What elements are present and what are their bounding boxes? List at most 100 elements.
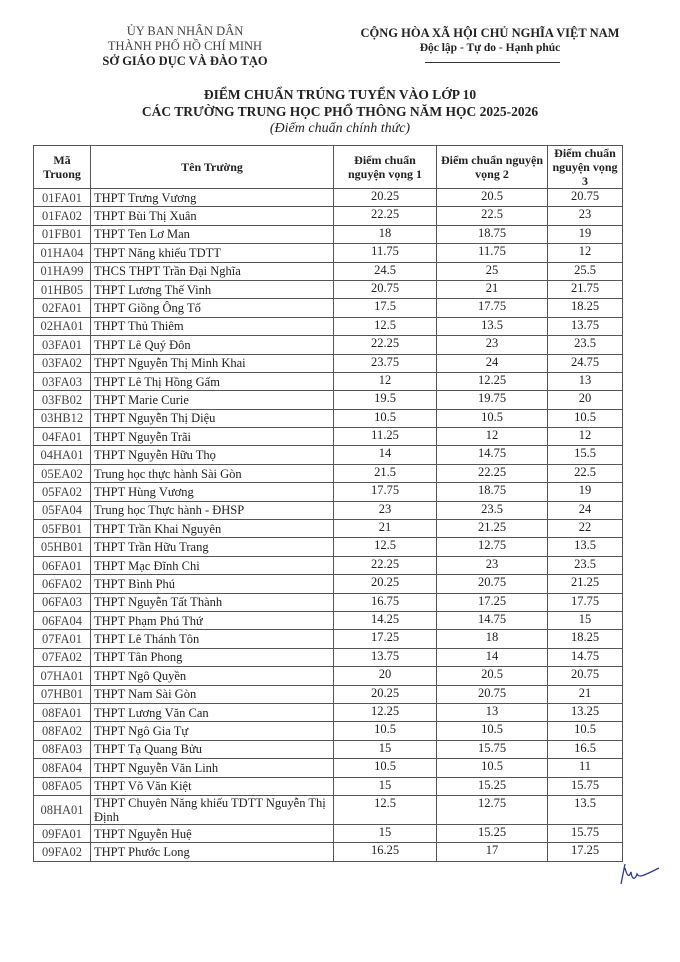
table-row: 07FA02 THPT Tân Phong 13.75 14 14.75 [33, 647, 623, 668]
score-nv1: 15 [333, 776, 437, 796]
table-row: 07FA01 THPT Lê Thánh Tôn 17.25 18 18.25 [33, 629, 623, 649]
school-code: 07FA01 [33, 629, 91, 649]
score-nv1: 22.25 [333, 335, 437, 355]
score-nv2: 14 [436, 647, 548, 668]
school-code: 03FA01 [33, 335, 91, 355]
table-row: 09FA02 THPT Phước Long 16.25 17 17.25 [33, 842, 623, 862]
score-nv2: 18 [436, 629, 548, 649]
score-nv3: 23.5 [547, 555, 623, 576]
score-nv3: 19 [547, 224, 623, 245]
score-nv2: 17.75 [436, 298, 548, 318]
table-row: 08HA01 THPT Chuyên Năng khiếu TDTT Nguyễn… [33, 794, 623, 825]
school-code: 09FA02 [33, 842, 91, 862]
score-nv1: 17.75 [333, 482, 437, 502]
school-code: 06FA01 [33, 555, 91, 576]
score-nv1: 17.5 [333, 298, 437, 318]
score-nv1: 20.25 [333, 187, 437, 208]
school-name: THPT Lê Thánh Tôn [90, 629, 334, 649]
table-row: 08FA03 THPT Tạ Quang Bửu 15 15.75 16.5 [33, 739, 623, 760]
score-nv1: 20.25 [333, 684, 437, 704]
school-code: 09FA01 [33, 823, 91, 844]
score-nv3: 15 [547, 610, 623, 631]
score-nv3: 25.5 [547, 261, 623, 281]
school-name: THPT Nam Sài Gòn [90, 684, 334, 704]
score-nv3: 10.5 [547, 408, 623, 429]
school-name: THPT Chuyên Năng khiếu TDTT Nguyễn Thị Đ… [90, 794, 334, 825]
table-row: 08FA02 THPT Ngô Gia Tự 10.5 10.5 10.5 [33, 721, 623, 741]
table-row: 08FA01 THPT Lương Văn Can 12.25 13 13.25 [33, 702, 623, 723]
score-nv3: 24 [547, 500, 623, 521]
school-code: 08FA02 [33, 721, 91, 741]
school-name: THPT Lương Thế Vinh [90, 279, 334, 300]
school-name: Trung học thực hành Sài Gòn [90, 463, 334, 484]
school-name: THPT Thủ Thiêm [90, 316, 334, 337]
header-school-name: Tên Trường [90, 145, 334, 189]
score-nv3: 16.5 [547, 739, 623, 760]
school-name: THPT Bùi Thị Xuân [90, 206, 334, 226]
table-row: 04FA01 THPT Nguyễn Trãi 11.25 12 12 [33, 427, 623, 447]
score-nv3: 11 [547, 758, 623, 778]
school-code: 06FA02 [33, 574, 91, 594]
school-name: THPT Nguyễn Huệ [90, 823, 334, 844]
table-row: 01HB05 THPT Lương Thế Vinh 20.75 21 21.75 [33, 279, 623, 300]
score-nv1: 22.25 [333, 555, 437, 576]
school-name: THPT Nguyễn Thị Diệu [90, 408, 334, 429]
score-nv2: 18.75 [436, 224, 548, 245]
school-code: 05FB01 [33, 519, 91, 539]
signature [620, 863, 660, 885]
score-nv2: 23 [436, 335, 548, 355]
score-nv3: 12 [547, 243, 623, 263]
table-row: 08FA05 THPT Võ Văn Kiệt 15 15.25 15.75 [33, 776, 623, 796]
table-row: 06FA04 THPT Phạm Phú Thứ 14.25 14.75 15 [33, 610, 623, 631]
school-name: THPT Trần Hữu Trang [90, 537, 334, 557]
score-nv2: 24 [436, 353, 548, 373]
score-nv1: 18 [333, 224, 437, 245]
school-name: THPT Lê Thị Hồng Gấm [90, 371, 334, 392]
score-nv1: 21.5 [333, 463, 437, 484]
score-nv2: 20.75 [436, 574, 548, 594]
score-nv3: 17.75 [547, 592, 623, 612]
school-code: 05FA02 [33, 482, 91, 502]
score-nv3: 15.75 [547, 776, 623, 796]
score-nv1: 10.5 [333, 758, 437, 778]
score-nv1: 17.25 [333, 629, 437, 649]
school-code: 04FA01 [33, 427, 91, 447]
score-nv2: 10.5 [436, 408, 548, 429]
school-name: THPT Năng khiếu TDTT [90, 243, 334, 263]
score-nv2: 12.75 [436, 537, 548, 557]
score-nv2: 20.75 [436, 684, 548, 704]
school-name: THPT Tân Phong [90, 647, 334, 668]
score-nv2: 10.5 [436, 758, 548, 778]
issuer-line-2: THÀNH PHỐ HỒ CHÍ MINH [107, 39, 263, 53]
national-title: CỘNG HÒA XÃ HỘI CHỦ NGHĨA VIỆT NAM [360, 26, 620, 40]
score-nv3: 18.25 [547, 298, 623, 318]
school-name: THCS THPT Trần Đại Nghĩa [90, 261, 334, 281]
score-nv2: 11.75 [436, 243, 548, 263]
school-name: Trung học Thực hành - ĐHSP [90, 500, 334, 521]
score-nv3: 12 [547, 427, 623, 447]
score-nv3: 22.5 [547, 463, 623, 484]
table-row: 03FB02 THPT Marie Curie 19.5 19.75 20 [33, 390, 623, 410]
table-row: 03HB12 THPT Nguyễn Thị Diệu 10.5 10.5 10.5 [33, 408, 623, 429]
score-nv3: 23 [547, 206, 623, 226]
score-nv2: 21 [436, 279, 548, 300]
school-code: 01HA99 [33, 261, 91, 281]
school-code: 03FB02 [33, 390, 91, 410]
table-row: 08FA04 THPT Nguyễn Văn Linh 10.5 10.5 11 [33, 758, 623, 778]
score-nv2: 17 [436, 842, 548, 862]
score-nv1: 12.25 [333, 702, 437, 723]
score-nv1: 12.5 [333, 794, 437, 825]
score-nv3: 18.25 [547, 629, 623, 649]
score-nv1: 14.25 [333, 610, 437, 631]
score-nv2: 14.75 [436, 445, 548, 465]
table-row: 06FA02 THPT Bình Phú 20.25 20.75 21.25 [33, 574, 623, 594]
score-nv3: 20 [547, 390, 623, 410]
cutoff-score-table: Mã Truong Tên Trường Điểm chuẩn nguyện vọn… [33, 145, 623, 862]
school-code: 08FA05 [33, 776, 91, 796]
school-code: 08FA03 [33, 739, 91, 760]
score-nv2: 18.75 [436, 482, 548, 502]
school-name: THPT Lương Văn Can [90, 702, 334, 723]
issuer-header: ỦY BAN NHÂN DÂN THÀNH PHỐ HỒ CHÍ MINH SỞ… [60, 24, 310, 69]
score-nv1: 13.75 [333, 647, 437, 668]
table-row: 03FA02 THPT Nguyễn Thị Minh Khai 23.75 24 24… [33, 353, 623, 373]
